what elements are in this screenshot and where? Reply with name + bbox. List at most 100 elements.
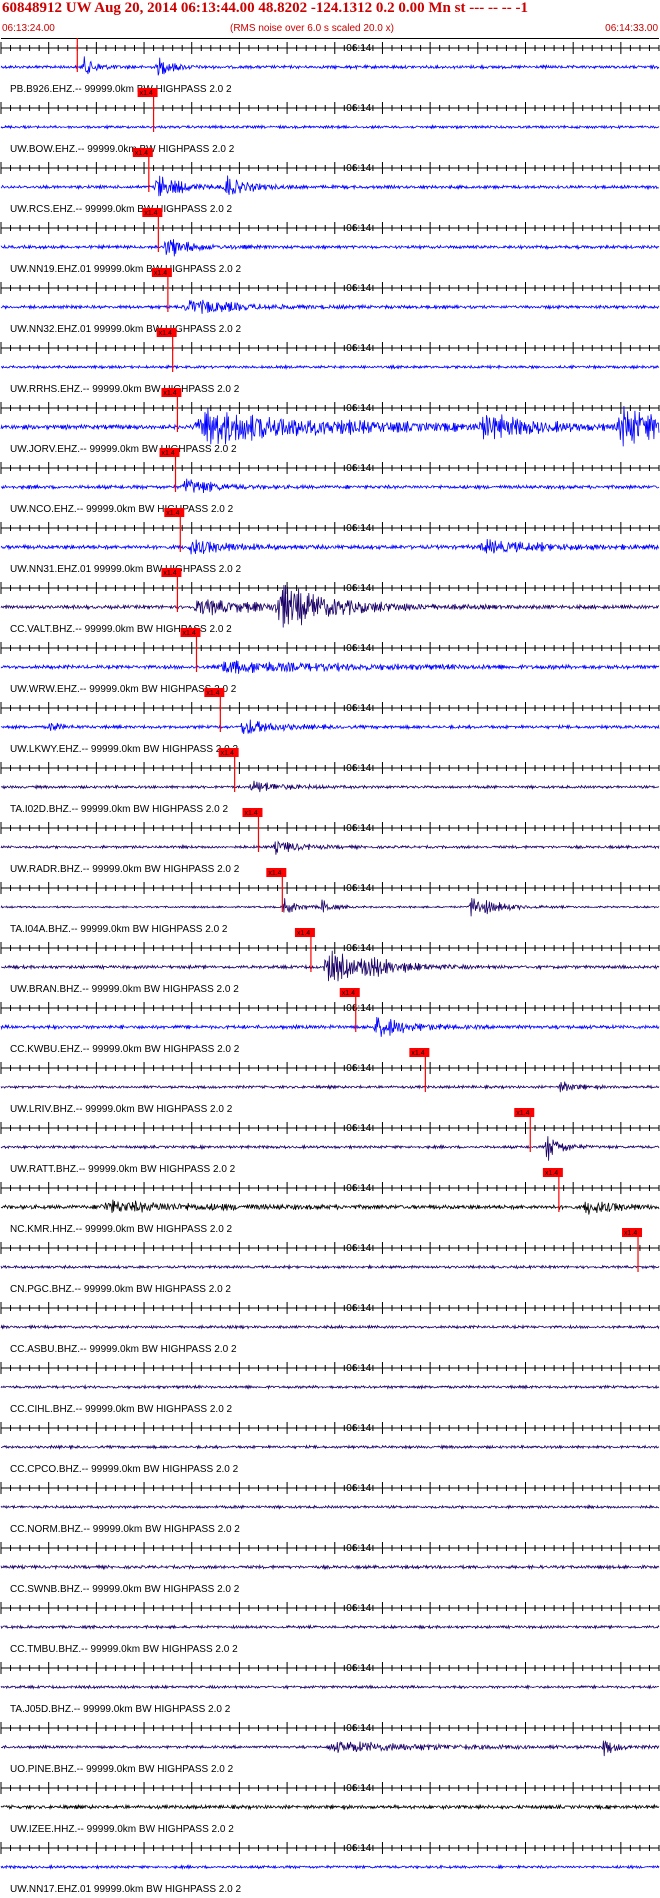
waveform: [0, 299, 660, 314]
waveform: [1, 1444, 660, 1451]
trace-row: 06:14 x1.4 UW.BRAN.BHZ.-- 99999.0km BW HIG…: [0, 928, 660, 995]
minute-label: 06:14: [346, 1003, 371, 1014]
waveform: [0, 1624, 660, 1630]
end-time-label: 06:14:33.00: [605, 23, 658, 34]
waveform: [0, 584, 660, 628]
pick-box: [339, 988, 360, 997]
station-label: CC.NORM.BHZ.-- 99999.0km BW HIGHPASS 2.0…: [10, 1524, 240, 1535]
station-label: CC.CPCO.BHZ.-- 99999.0km BW HIGHPASS 2.0…: [10, 1464, 239, 1475]
trace-row: 06:14 x1.4 CC.KWBU.EHZ.-- 99999.0km BW HIG…: [0, 988, 660, 1055]
pick-label: x1.4: [206, 690, 219, 697]
waveform: [0, 405, 660, 447]
pick-label: x1.4: [411, 1050, 424, 1057]
minute-label: 06:14: [346, 883, 371, 894]
station-label: UW.NN31.EHZ.01 99999.0km BW HIGHPASS 2.0…: [10, 564, 241, 575]
pick-box: [294, 928, 315, 937]
station-label: CC.KWBU.EHZ.-- 99999.0km BW HIGHPASS 2.0…: [10, 1044, 240, 1055]
trace-row: 06:14 CC.NORM.BHZ.-- 99999.0km BW HIGHPAS…: [0, 1482, 660, 1535]
minute-label: 06:14: [346, 643, 371, 654]
trace-row: 06:14 TA.J05D.BHZ.-- 99999.0km BW HIGHPAS…: [0, 1662, 660, 1715]
station-label: UW.RRHS.EHZ.-- 99999.0km BW HIGHPASS 2.0…: [10, 384, 240, 395]
station-label: UO.PINE.BHZ.-- 99999.0km BW HIGHPASS 2.0…: [10, 1764, 234, 1775]
minute-label: 06:14: [346, 823, 371, 834]
pick-box: [180, 628, 201, 637]
station-label: CC.ASBU.BHZ.-- 99999.0km BW HIGHPASS 2.0…: [10, 1344, 237, 1355]
minute-label: 06:14: [346, 1363, 371, 1374]
trace-row: 06:14 x1.4 UW.RADR.BHZ.-- 99999.0km BW HIG…: [0, 808, 660, 875]
trace-row: 06:14 x1.4 NC.KMR.HHZ.-- 99999.0km BW HIGH…: [0, 1168, 660, 1235]
station-label: TA.J05D.BHZ.-- 99999.0km BW HIGHPASS 2.0…: [10, 1704, 231, 1715]
station-label: UW.JORV.EHZ.-- 99999.0km BW HIGHPASS 2.0…: [10, 444, 237, 455]
station-label: UW.IZEE.HHZ.-- 99999.0km BW HIGHPASS 2.0…: [10, 1824, 234, 1835]
pick-label: x1.4: [154, 270, 167, 277]
waveform: [0, 897, 660, 917]
minute-label: 06:14: [346, 1723, 371, 1734]
minute-label: 06:14: [346, 523, 371, 534]
waveform: [0, 1263, 660, 1270]
minute-label: 06:14: [346, 163, 371, 174]
waveform: [0, 780, 660, 793]
station-label: CC.CIHL.BHZ.-- 99999.0km BW HIGHPASS 2.0…: [10, 1404, 233, 1415]
waveform: [0, 478, 660, 494]
trace-row: 06:14 CC.CPCO.BHZ.-- 99999.0km BW HIGHPAS…: [0, 1422, 660, 1475]
pick-box: [242, 808, 263, 817]
trace-row: 06:14 x1.4PB.B926.EHZ.-- 99999.0km BW HIG…: [0, 38, 660, 95]
waveform: [0, 1504, 660, 1510]
waveform: [0, 1324, 660, 1330]
waveform: [0, 175, 660, 197]
pick-box: [132, 148, 153, 157]
waveform: [0, 538, 660, 555]
page-title: 60848912 UW Aug 20, 2014 06:13:44.00 48.…: [2, 0, 528, 16]
waveform: [0, 1081, 660, 1093]
pick-box: [204, 688, 225, 697]
station-label: CC.TMBU.BHZ.-- 99999.0km BW HIGHPASS 2.0…: [10, 1644, 238, 1655]
station-label: UW.BRAN.BHZ.-- 99999.0km BW HIGHPASS 2.0…: [10, 984, 239, 995]
station-label: TA.I02D.BHZ.-- 99999.0km BW HIGHPASS 2.0…: [10, 804, 228, 815]
station-label: UW.NN17.EHZ.01 99999.0km BW HIGHPASS 2.0…: [10, 1884, 241, 1895]
trace-row: 06:14 UO.PINE.BHZ.-- 99999.0km BW HIGHPAS…: [0, 1722, 660, 1775]
pick-box: [542, 1168, 563, 1177]
station-label: UW.NN32.EHZ.01 99999.0km BW HIGHPASS 2.0…: [10, 324, 241, 335]
pick-label: x1.4: [268, 870, 281, 877]
minute-label: 06:14: [346, 343, 371, 354]
minute-label: 06:14: [346, 1663, 371, 1674]
waveform: [1, 1740, 660, 1757]
trace-row: 06:14 UW.IZEE.HHZ.-- 99999.0km BW HIGHPAS…: [0, 1782, 660, 1835]
waveform: [0, 1016, 660, 1037]
pick-box: [161, 568, 182, 577]
station-label: TA.I04A.BHZ.-- 99999.0km BW HIGHPASS 2.0…: [10, 924, 228, 935]
pick-label: x1.4: [159, 330, 172, 337]
pick-label: x1.4: [163, 570, 176, 577]
waveform: [0, 840, 660, 855]
pick-label: x1.4: [342, 990, 355, 997]
minute-label: 06:14: [346, 703, 371, 714]
waveform: [0, 1199, 660, 1215]
station-label: CC.SWNB.BHZ.-- 99999.0km BW HIGHPASS 2.0…: [10, 1584, 240, 1595]
pick-label: x1.4: [624, 1230, 637, 1237]
header: 60848912 UW Aug 20, 2014 06:13:44.00 48.…: [0, 0, 660, 38]
trace-row: 06:14 x1.4 CN.PGC.BHZ.-- 99999.0km BW HIGH…: [0, 1228, 660, 1295]
pick-box: [622, 1228, 643, 1237]
pick-label: x1.4: [163, 390, 176, 397]
minute-label: 06:14: [346, 103, 371, 114]
minute-label: 06:14: [346, 1243, 371, 1254]
station-label: UW.RATT.BHZ.-- 99999.0km BW HIGHPASS 2.0…: [10, 1164, 236, 1175]
pick-box: [514, 1108, 535, 1117]
minute-label: 06:14: [346, 763, 371, 774]
trace-row: 06:14 CC.CIHL.BHZ.-- 99999.0km BW HIGHPAS…: [0, 1362, 660, 1415]
minute-label: 06:14: [346, 1183, 371, 1194]
trace-row: 06:14 CC.ASBU.BHZ.-- 99999.0km BW HIGHPAS…: [0, 1302, 660, 1355]
minute-label: 06:14: [346, 943, 371, 954]
pick-box: [218, 748, 239, 757]
waveform: [0, 56, 660, 76]
trace-row: 06:14 x1.4UW.NN31.EHZ.01 99999.0km BW HIG…: [0, 508, 660, 575]
station-label: UW.NCO.EHZ.-- 99999.0km BW HIGHPASS 2.0 …: [10, 504, 234, 515]
waveform: [0, 364, 660, 371]
station-label: UW.LRIV.BHZ.-- 99999.0km BW HIGHPASS 2.0…: [10, 1104, 233, 1115]
